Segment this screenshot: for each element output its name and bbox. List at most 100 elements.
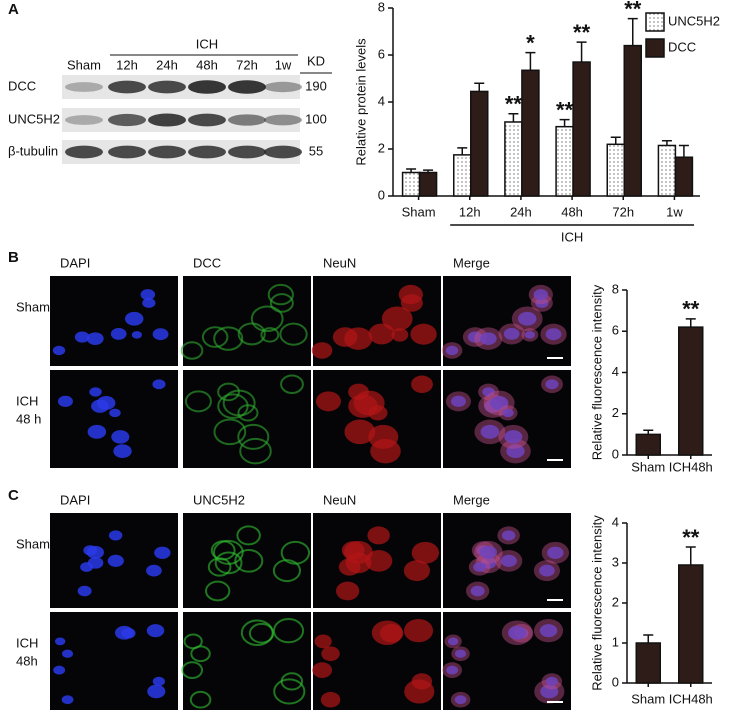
- nucleus: [96, 396, 116, 410]
- x-tick-label: 24h: [510, 204, 532, 219]
- micro-row: 48 h: [16, 411, 41, 426]
- nucleus: [146, 624, 165, 638]
- cell: [410, 323, 437, 345]
- cell: [444, 634, 462, 649]
- error-bar: [643, 634, 654, 643]
- cell: [237, 322, 266, 346]
- nucleus: [500, 554, 517, 567]
- cell: [280, 540, 311, 565]
- nucleus: [110, 328, 127, 340]
- micro-image: [443, 276, 571, 366]
- cell: [411, 673, 433, 690]
- error-bar: [508, 113, 519, 122]
- blot-lane-label: Sham: [67, 57, 101, 72]
- nucleus: [87, 424, 107, 439]
- blot-band: [65, 82, 103, 92]
- cell: [234, 549, 264, 573]
- error-bar: [685, 546, 696, 565]
- nucleus: [125, 311, 144, 326]
- nucleus: [152, 379, 166, 390]
- nucleus: [533, 289, 549, 301]
- cell: [189, 690, 212, 709]
- y-tick-label: 4: [612, 364, 619, 379]
- cell: [207, 557, 232, 577]
- nucleus: [539, 564, 555, 577]
- nucleus: [482, 387, 495, 397]
- blot-lane-label: 48h: [196, 57, 218, 72]
- cell: [217, 382, 240, 402]
- blot-unit: KD: [307, 53, 325, 68]
- nucleus: [111, 430, 130, 444]
- x-tick-label: 48h: [561, 204, 583, 219]
- y-tick-label: 0: [378, 187, 385, 202]
- blot-group-label: ICH: [196, 36, 218, 51]
- nucleus: [545, 328, 562, 341]
- cell: [213, 326, 244, 351]
- x-tick-label: 1w: [666, 204, 683, 219]
- nucleus: [86, 332, 104, 345]
- cell: [498, 424, 529, 449]
- cell: [474, 540, 503, 564]
- error-bar: [610, 136, 621, 145]
- micro-row: Sham: [16, 299, 50, 314]
- cell: [497, 526, 520, 545]
- error-bar: [661, 140, 672, 146]
- error-bar: [627, 17, 638, 46]
- blot-band: [65, 115, 103, 125]
- cell: [204, 580, 231, 602]
- cell: [237, 423, 270, 450]
- nucleus: [480, 424, 500, 439]
- blot-band: [228, 114, 266, 126]
- y-tick-label: 0: [612, 446, 619, 461]
- x-tick-label: Sham: [631, 459, 665, 474]
- cell: [320, 691, 341, 708]
- nucleus: [61, 695, 74, 705]
- blot-row-label: DCC: [8, 78, 36, 93]
- cell: [314, 634, 332, 649]
- cell: [521, 328, 539, 342]
- micro-column: NeuN: [323, 492, 356, 507]
- y-tick-label: 2: [612, 594, 619, 609]
- cell: [267, 283, 294, 306]
- nucleus: [454, 695, 467, 705]
- blot-band: [108, 145, 146, 159]
- micro-column: DCC: [193, 255, 221, 270]
- nucleus: [501, 530, 516, 541]
- y-tick-label: 0: [612, 674, 619, 689]
- cell: [315, 391, 341, 412]
- significance: **: [573, 20, 591, 45]
- cell: [213, 539, 244, 565]
- nucleus: [473, 562, 487, 572]
- blot-band: [148, 145, 186, 159]
- nucleus: [74, 331, 90, 343]
- bar: [521, 69, 540, 197]
- legend-label: DCC: [668, 39, 696, 54]
- blot-band: [264, 114, 302, 126]
- nucleus: [107, 554, 124, 567]
- blot-band: [264, 81, 302, 93]
- nucleus: [518, 311, 537, 326]
- cell: [534, 679, 565, 704]
- micro-row: ICH: [16, 635, 38, 650]
- nucleus: [447, 637, 459, 646]
- y-tick-label: 8: [612, 281, 619, 296]
- cell: [180, 341, 204, 360]
- significance: **: [682, 297, 700, 322]
- cell: [442, 662, 463, 678]
- cell: [213, 418, 247, 446]
- cell: [541, 375, 563, 394]
- y-axis-label: Relative protein levels: [353, 38, 368, 166]
- nucleus: [479, 545, 497, 559]
- error-bar: [678, 144, 689, 158]
- nucleus: [140, 289, 156, 301]
- nucleus: [503, 328, 520, 340]
- y-tick-label: 6: [612, 323, 619, 338]
- cell: [371, 620, 403, 646]
- micro-column: DAPI: [60, 492, 90, 507]
- x-tick-label: ICH48h: [669, 459, 713, 474]
- y-tick-label: 1: [612, 634, 619, 649]
- legend-swatch: [645, 38, 665, 58]
- y-tick-label: 2: [378, 140, 385, 155]
- blot-band: [65, 145, 103, 159]
